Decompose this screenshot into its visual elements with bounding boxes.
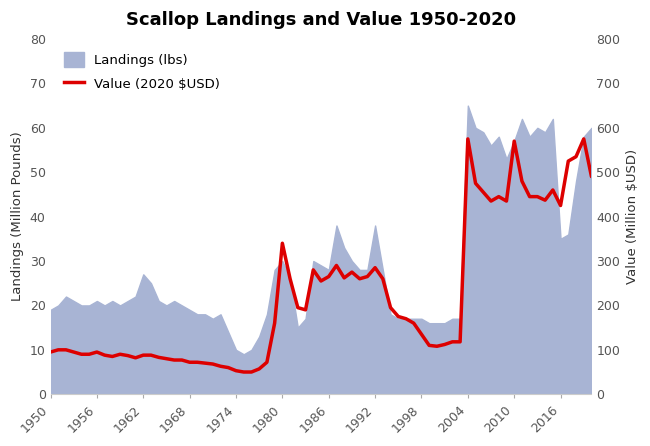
Y-axis label: Value (Million $USD): Value (Million $USD) <box>626 149 639 284</box>
Title: Scallop Landings and Value 1950-2020: Scallop Landings and Value 1950-2020 <box>126 11 516 29</box>
Legend: Landings (lbs), Value (2020 $USD): Landings (lbs), Value (2020 $USD) <box>57 45 227 97</box>
Y-axis label: Landings (Million Pounds): Landings (Million Pounds) <box>11 132 24 301</box>
